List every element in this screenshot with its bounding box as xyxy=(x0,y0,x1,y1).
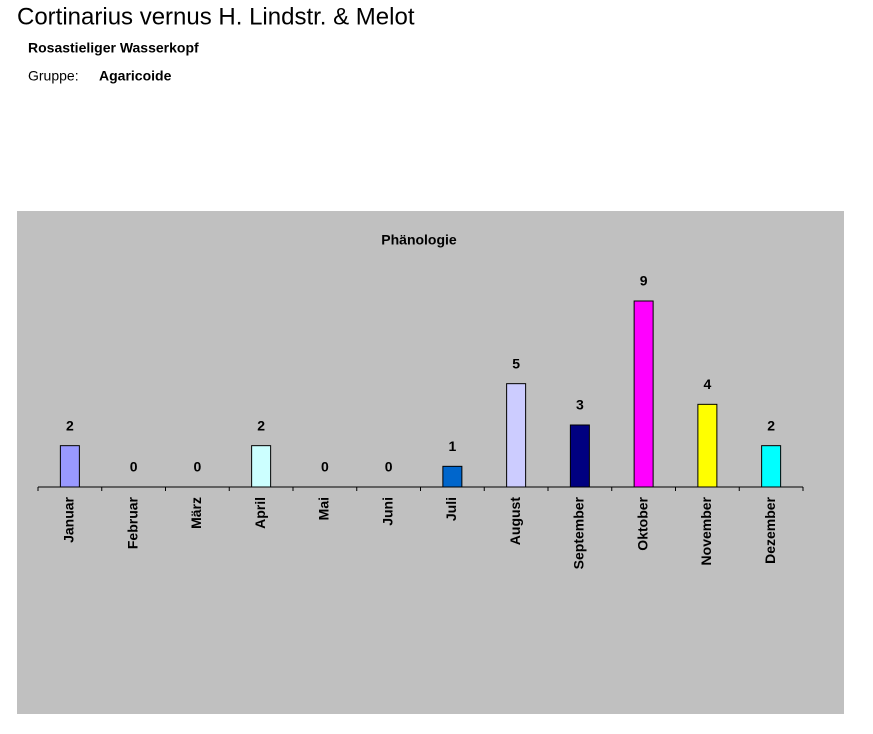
x-tick-label: März xyxy=(188,497,204,529)
x-tick-label: August xyxy=(507,497,523,546)
value-label: 0 xyxy=(193,459,201,475)
subtitle: Rosastieliger Wasserkopf xyxy=(28,40,199,56)
value-label: 2 xyxy=(66,417,74,433)
value-label: 0 xyxy=(385,459,393,475)
value-label: 0 xyxy=(130,459,138,475)
x-tick-label: Juli xyxy=(443,497,459,521)
group-label: Gruppe: xyxy=(28,68,79,84)
x-tick-label: Dezember xyxy=(762,496,778,563)
value-label: 5 xyxy=(512,355,520,371)
x-tick-label: Februar xyxy=(124,496,140,549)
value-label: 9 xyxy=(640,273,648,289)
chart-area xyxy=(17,211,844,714)
chart-title: Phänologie xyxy=(381,232,457,248)
bar xyxy=(506,383,527,488)
bar xyxy=(569,424,590,488)
x-tick-label: Mai xyxy=(316,497,332,520)
bar xyxy=(251,445,272,488)
bar xyxy=(59,445,80,488)
value-label: 1 xyxy=(448,438,456,454)
x-tick-label: Juni xyxy=(379,497,395,526)
group: Agaricoide xyxy=(99,68,172,84)
x-tick-label: Oktober xyxy=(634,496,650,550)
value-label: 2 xyxy=(767,417,775,433)
x-tick-label: November xyxy=(698,496,714,565)
bar xyxy=(761,445,782,488)
page-title: Cortinarius vernus H. Lindstr. & Melot xyxy=(17,3,415,30)
value-label: 3 xyxy=(576,397,584,413)
x-tick-label: April xyxy=(252,497,268,529)
value-label: 0 xyxy=(321,459,329,475)
value-label: 4 xyxy=(703,376,711,392)
x-tick-label: September xyxy=(571,496,587,569)
bar xyxy=(442,465,463,488)
bar xyxy=(633,300,654,488)
value-label: 2 xyxy=(257,417,265,433)
x-tick-label: Januar xyxy=(61,496,77,542)
bar xyxy=(697,403,718,488)
